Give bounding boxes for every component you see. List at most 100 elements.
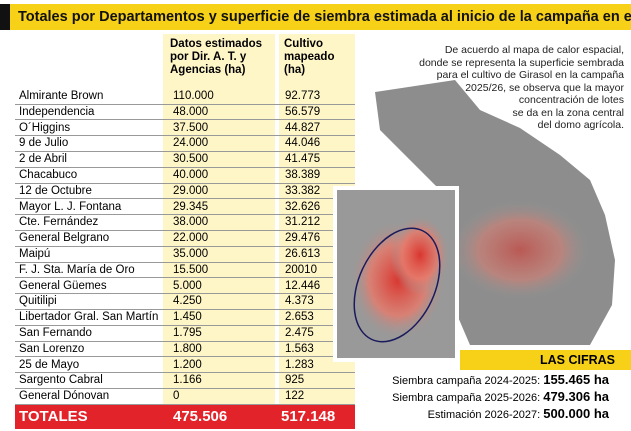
figure-value: 479.306 ha [543,389,609,404]
cell-value: 925 [285,374,305,387]
department: F. J. Sta. María de Oro [19,263,135,276]
cell-value: 12.446 [285,279,321,292]
heat-area [450,200,590,300]
table-row: O´Higgins 37.500 44.827 [15,121,355,137]
cell-value: 31.212 [285,216,321,229]
totals-row: TOTALES 475.506 517.148 [15,405,355,429]
cell-value: 110.000 [173,90,214,102]
cell-value: 24.000 [173,137,209,150]
table-row: Quitilipi 4.250 4.373 [15,294,355,311]
description-line: 2025/26, se observa que la mayor [465,81,624,94]
figure-item: Estimación 2026-2027: 500.000 ha [392,406,609,423]
cell-value: 32.626 [285,200,321,213]
cell-value: 4.250 [173,295,202,308]
department: 9 de Julio [19,137,69,150]
figures-list: Siembra campaña 2024-2025: 155.465 ha Sie… [392,372,609,423]
cell-value: 33.382 [285,184,321,197]
cell-value: 1.563 [285,342,314,355]
title-mark [0,4,10,30]
table-row: 9 de Julio 24.000 44.046 [15,136,355,153]
table-row: San Lorenzo 1.800 1.563 [15,342,355,358]
table-row: Independencia 48.000 56.579 [15,105,355,121]
table-row: 2 de Abril 30.500 41.475 [15,152,355,168]
department: Almirante Brown [19,90,104,102]
cell-value: 20010 [285,263,317,276]
cell-value: 4.373 [285,295,314,308]
department: Cte. Fernández [19,216,99,229]
department: Maipú [19,248,51,260]
cell-value: 22.000 [173,232,209,245]
heat-area [390,215,450,295]
department: San Lorenzo [19,342,85,355]
cell-value: 29.476 [285,232,321,245]
cell-value: 2.653 [285,311,314,324]
cell-value: 1.450 [173,311,202,324]
department: General Belgrano [19,232,110,245]
department: Chacabuco [19,169,78,181]
figures-bar [460,350,631,370]
cell-value: 1.283 [285,358,314,371]
cell-value: 44.827 [285,121,321,134]
title: Totales por Departamentos y superficie d… [18,9,631,25]
department: General Güemes [19,279,107,292]
figure-value: 500.000 ha [543,406,609,421]
cell-value: 15.500 [173,263,209,276]
cell-value: 0 [173,390,180,403]
table-row: 12 de Octubre 29.000 33.382 [15,184,355,200]
totals-label: TOTALES [19,408,88,425]
department: General Dónovan [19,390,110,403]
cell-value: 48.000 [173,105,209,118]
table-row: Almirante Brown 110.000 92.773 [15,89,355,105]
department: 2 de Abril [19,153,67,166]
table-row: Libertador Gral. San Martín 1.450 2.653 [15,310,355,326]
cell-value: 29.000 [173,184,209,197]
cell-value: 2.475 [285,327,314,339]
cell-value: 29.345 [173,200,209,213]
description-line: De acuerdo al mapa de calor espacial, [444,44,624,56]
description-line: para el cultivo de Girasol en la campaña [436,69,624,81]
table-row: F. J. Sta. María de Oro 15.500 20010 [15,263,355,279]
description-line: se da en la zona central [512,106,625,119]
cell-value: 1.166 [173,374,202,387]
figure-value: 155.465 ha [543,372,609,387]
column-bg [163,34,275,407]
cell-value: 1.795 [173,327,202,339]
figure-label: Siembra campaña 2025-2026: [392,392,541,404]
table-row: San Fernando 1.795 2.475 [15,326,355,342]
cell-value: 38.389 [285,169,321,181]
cell-value: 41.475 [285,153,321,166]
cell-value: 35.000 [173,248,209,260]
department: Libertador Gral. San Martín [19,311,159,324]
highlight-ellipse [353,227,441,343]
department: 12 de Octubre [19,184,92,197]
table-row: Maipú 35.000 26.613 [15,247,355,263]
cell-value: 26.613 [285,248,321,260]
description-line: concentración de lotes [518,94,624,106]
department: O´Higgins [19,121,71,134]
heat-area [350,220,446,340]
cell-value: 30.500 [173,153,209,166]
department: Independencia [19,105,95,118]
cell-value: 92.773 [285,90,321,102]
cell-value: 37.500 [173,121,209,134]
column-header: Datos estimados por Dir. A. T. y Agencia… [170,38,263,76]
table-row: General Belgrano 22.000 29.476 [15,231,355,247]
figures-title: LAS CIFRAS [540,353,615,367]
cell-value: 122 [285,390,305,403]
cell-value: 1.800 [173,342,202,355]
figure-label: Siembra campaña 2024-2025: [392,375,541,387]
column-header: Cultivo mapeado (ha) [284,38,335,76]
table-row: Cte. Fernández 38.000 31.212 [15,215,355,232]
department: Mayor L. J. Fontana [19,200,122,213]
table-row: General Dónovan 0 122 [15,389,355,405]
department: 25 de Mayo [19,358,80,371]
cell-value: 56.579 [285,105,321,118]
description-line: donde se representa la superficie sembra… [419,56,624,69]
cell-value: 5.000 [173,279,202,292]
table-row: Chacabuco 40.000 38.389 [15,168,355,184]
title-bar [0,4,631,30]
cell-value: 38.000 [173,216,209,229]
map-description: De acuerdo al mapa de calor espacial, don… [390,44,624,132]
figure-item: Siembra campaña 2025-2026: 479.306 ha [392,389,609,406]
